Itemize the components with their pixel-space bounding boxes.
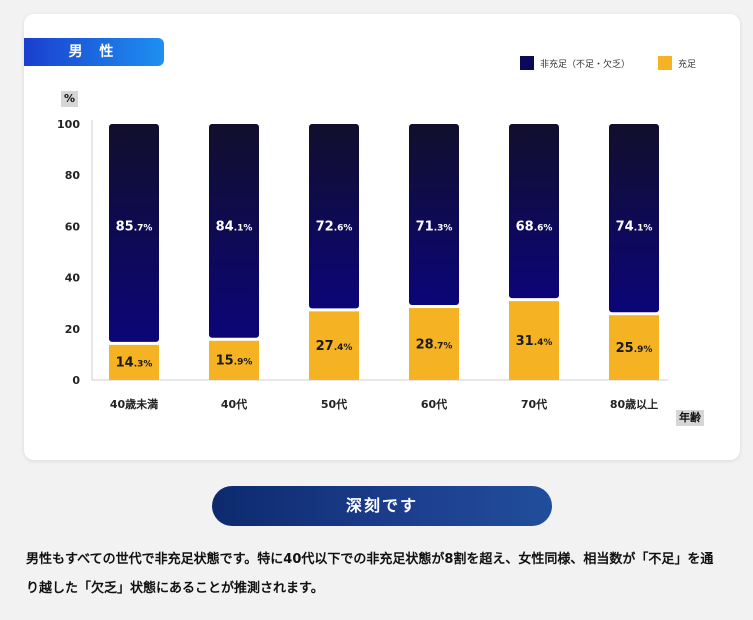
gender-tab: 男 性 [24,38,164,66]
legend-label-unsatisfied: 非充足（不足・欠乏） [540,59,631,70]
description-text: 男性もすべての世代で非充足状態です。特に40代以下での非充足状態が8割を超え、女… [26,552,714,596]
data-label-satisfied: 28.7% [416,337,453,352]
data-label-unsatisfied: 72.6% [316,219,353,234]
bar-satisfied [109,344,159,380]
bar-satisfied [409,308,459,380]
bar-unsatisfied [209,124,259,338]
y-tick-label: 20 [65,323,81,336]
legend-item-unsatisfied: 非充足（不足・欠乏） [520,56,630,70]
y-tick-label: 80 [65,169,81,182]
bar-satisfied [609,315,659,380]
x-tick-label: 60代 [421,397,447,411]
legend-swatch-satisfied [658,56,672,70]
data-label-satisfied: 27.4% [316,339,353,354]
legend-item-satisfied: 充足 [658,56,696,70]
data-label-unsatisfied: 71.3% [416,219,453,234]
data-label-satisfied: 14.3% [116,356,153,371]
x-tick-label: 70代 [521,397,547,411]
data-label-satisfied: 31.4% [516,334,553,349]
serious-banner: 深刻です [212,486,552,526]
data-label-satisfied: 15.9% [216,354,253,369]
bar-unsatisfied [409,124,459,306]
data-label-satisfied: 25.9% [616,341,653,356]
y-tick-label: 100 [57,118,80,131]
x-tick-label: 80歳以上 [610,397,658,411]
data-label-unsatisfied: 84.1% [216,219,253,234]
bar-satisfied [509,301,559,380]
bar-satisfied [209,340,259,380]
y-unit-badge: % [61,91,79,107]
bar-unsatisfied [609,124,659,313]
y-tick-label: 60 [65,220,81,233]
bar-unsatisfied [309,124,359,309]
x-unit-badge: 年齢 [676,410,704,426]
legend-swatch-unsatisfied [520,56,534,70]
legend-label-satisfied: 充足 [678,59,697,70]
bar-unsatisfied [109,124,159,342]
x-tick-label: 50代 [321,397,347,411]
x-tick-label: 40代 [221,397,247,411]
data-label-unsatisfied: 85.7% [116,219,153,234]
data-label-unsatisfied: 68.6% [516,219,553,234]
bar-satisfied [309,311,359,380]
y-tick-label: 40 [65,272,81,285]
x-tick-label: 40歳未満 [110,397,158,411]
data-label-unsatisfied: 74.1% [616,219,653,234]
y-tick-label: 0 [72,374,80,387]
bar-unsatisfied [509,124,559,299]
